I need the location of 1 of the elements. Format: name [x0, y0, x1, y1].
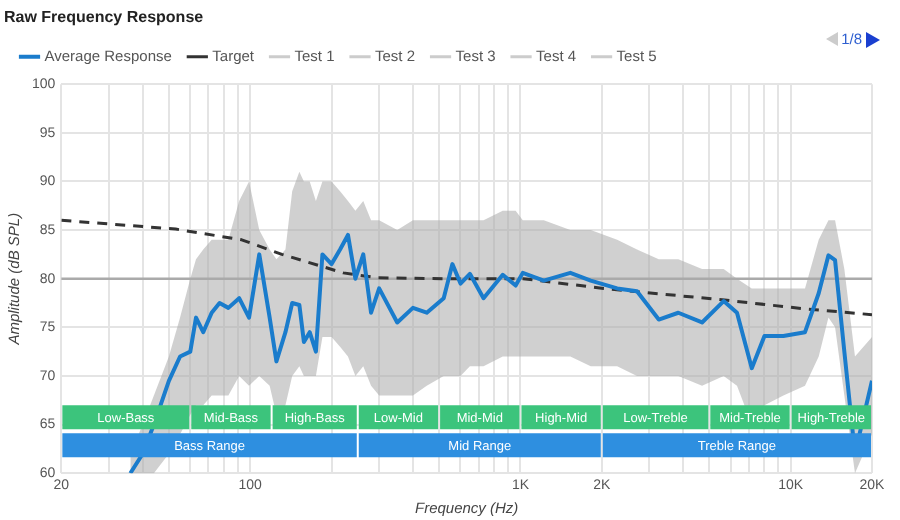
chart-title: Raw Frequency Response — [4, 8, 205, 27]
